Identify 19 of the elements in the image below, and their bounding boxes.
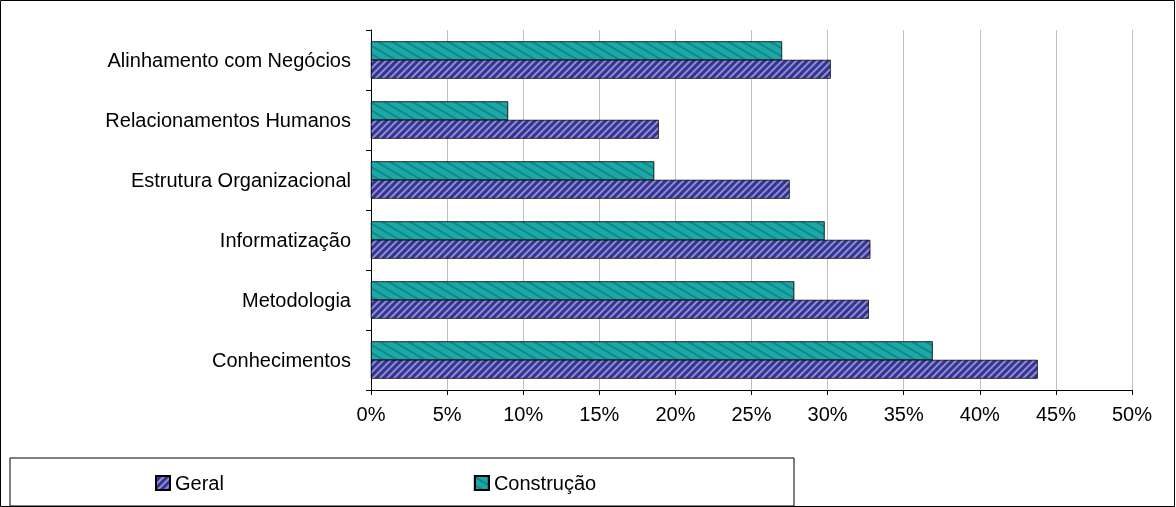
- x-tick-label: 0%: [356, 403, 386, 425]
- x-tick-label: 10%: [503, 403, 544, 425]
- x-tick-label: 45%: [1035, 403, 1077, 425]
- y-tick-label: Estrutura Organizacional: [130, 169, 351, 191]
- y-tick-label: Informatização: [219, 229, 351, 251]
- y-tick-label: Conhecimentos: [212, 349, 351, 371]
- legend-label: Geral: [175, 472, 224, 494]
- y-tick-label: Metodologia: [242, 289, 352, 311]
- x-tick-label: 25%: [731, 403, 772, 425]
- x-tick-label: 30%: [807, 403, 848, 425]
- y-tick-label: Alinhamento com Negócios: [107, 49, 351, 71]
- y-tick-label: Relacionamentos Humanos: [105, 109, 351, 131]
- x-tick-label: 40%: [959, 403, 1001, 425]
- x-tick-label: 50%: [1111, 403, 1153, 425]
- x-tick-label: 5%: [432, 403, 462, 425]
- x-tick-label: 15%: [579, 403, 620, 425]
- x-tick-label: 20%: [655, 403, 696, 425]
- legend-label: Construção: [493, 472, 597, 494]
- x-tick-label: 35%: [883, 403, 924, 425]
